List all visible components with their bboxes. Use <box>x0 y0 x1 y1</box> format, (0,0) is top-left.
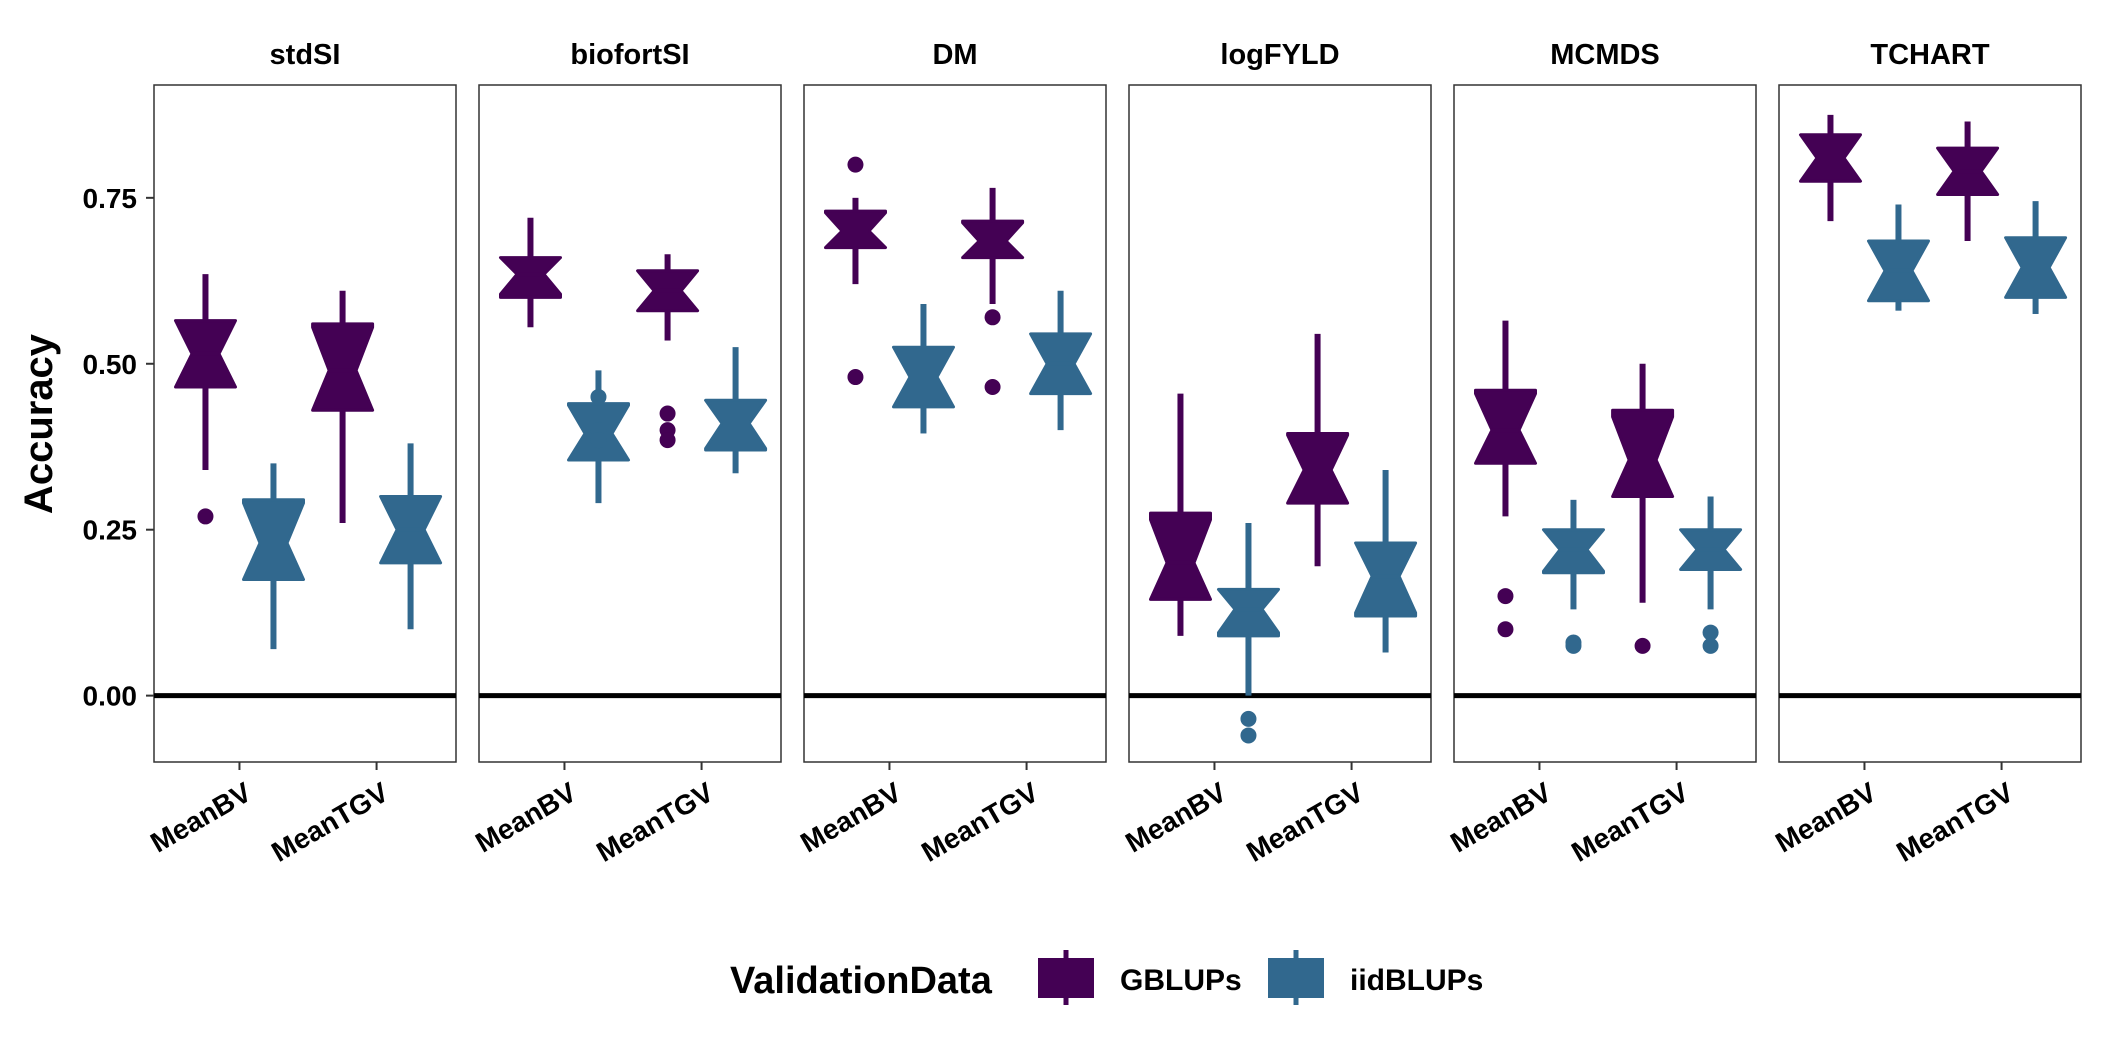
box-meantgv-gblups <box>311 290 375 524</box>
facet-title: logFYLD <box>1220 39 1339 71</box>
x-tick-label: MeanTGV <box>591 776 719 868</box>
box-meanbv-iidblups <box>242 463 305 650</box>
legend-label: GBLUPs <box>1120 964 1242 997</box>
box-meanbv-gblups <box>1149 393 1212 636</box>
box-meanbv-iidblups <box>1542 499 1605 654</box>
facet-panel-dm: DM MeanBV MeanTGV <box>795 39 1107 868</box>
box-body <box>1474 388 1537 465</box>
outlier-point <box>659 432 676 449</box>
outlier-point <box>1240 710 1257 727</box>
box-meanbv-gblups <box>499 217 562 328</box>
box-body <box>499 256 562 299</box>
box-meantgv-iidblups <box>379 443 443 630</box>
facet-panel-stdsi: stdSI MeanBV MeanTGV <box>145 39 457 868</box>
x-tick-label: MeanBV <box>145 776 256 858</box>
box-meantgv-iidblups <box>704 347 768 474</box>
y-tick-label: 0.50 <box>83 349 138 380</box>
legend-label: iidBLUPs <box>1350 964 1483 997</box>
outlier-point <box>1634 637 1651 654</box>
outlier-point <box>984 378 1001 395</box>
panel-border <box>153 84 457 763</box>
outlier-point <box>1497 588 1514 605</box>
outlier-point <box>847 369 864 386</box>
facet-title: DM <box>932 39 977 71</box>
x-tick-label: MeanTGV <box>266 776 394 868</box>
box-meantgv-gblups <box>636 254 700 449</box>
legend-key-gblups <box>1038 950 1094 1005</box>
facet-title: biofortSI <box>570 39 689 71</box>
legend-key-iidblups <box>1268 950 1324 1005</box>
outlier-point <box>847 156 864 173</box>
box-meanbv-gblups <box>174 274 237 525</box>
facet-title: MCMDS <box>1550 39 1660 71</box>
x-tick-label: MeanBV <box>1120 776 1231 858</box>
box-meantgv-iidblups <box>2004 201 2068 314</box>
y-tick-label: 0.75 <box>83 183 138 214</box>
panel-border <box>1128 84 1432 763</box>
outlier-point <box>1702 624 1719 641</box>
y-axis-ticks: 0.00 0.25 0.50 0.75 <box>83 183 154 712</box>
box-body <box>242 498 305 581</box>
x-tick-label: MeanTGV <box>1891 776 2019 868</box>
outlier-point <box>590 432 607 449</box>
outlier-point <box>659 405 676 422</box>
box-meantgv-iidblups <box>1679 496 1743 654</box>
box-meantgv-gblups <box>1936 121 2000 241</box>
box-meanbv-iidblups <box>1217 523 1280 744</box>
outlier-point <box>197 508 214 525</box>
facet-panel-biofortsi: biofortSI MeanBV MeanTGV <box>470 39 782 868</box>
x-tick-label: MeanBV <box>795 776 906 858</box>
box-meantgv-gblups <box>1286 333 1350 567</box>
outlier-point <box>984 309 1001 326</box>
legend-title: ValidationData <box>730 960 993 1002</box>
outlier-point <box>1702 637 1719 654</box>
box-body <box>1354 541 1418 618</box>
facet-panel-mcmds: MCMDS MeanBV MeanTGV <box>1445 39 1757 868</box>
y-tick-label: 0.00 <box>83 681 138 712</box>
box-meanbv-gblups <box>1474 320 1537 638</box>
outlier-point <box>1565 637 1582 654</box>
outlier-point <box>1497 621 1514 638</box>
y-tick-label: 0.25 <box>83 515 138 546</box>
box-meanbv-iidblups <box>1867 204 1930 311</box>
legend: ValidationData GBLUPs iidBLUPs <box>730 950 1483 1005</box>
x-tick-label: MeanTGV <box>1241 776 1369 868</box>
box-meanbv-gblups <box>1799 114 1862 222</box>
box-meantgv-iidblups <box>1354 469 1418 653</box>
panel-border <box>1778 84 2082 763</box>
box-body <box>1217 587 1280 638</box>
x-tick-label: MeanBV <box>470 776 581 858</box>
facet-title: stdSI <box>270 39 341 71</box>
x-tick-label: MeanTGV <box>1566 776 1694 868</box>
box-body <box>311 322 375 412</box>
outlier-point <box>1240 727 1257 744</box>
box-meanbv-iidblups <box>892 304 955 434</box>
box-meantgv-iidblups <box>1029 290 1093 431</box>
box-body <box>1149 511 1212 601</box>
box-body <box>1611 408 1675 498</box>
legend-key-box <box>1268 958 1324 998</box>
x-tick-label: MeanTGV <box>916 776 1044 868</box>
box-meanbv-gblups <box>824 156 887 386</box>
box-meantgv-gblups <box>961 187 1025 395</box>
facet-title: TCHART <box>1870 39 1989 71</box>
x-tick-label: MeanBV <box>1770 776 1881 858</box>
box-meanbv-iidblups <box>567 370 630 504</box>
facet-panel-logfyld: logFYLD MeanBV MeanTGV <box>1120 39 1432 868</box>
x-tick-label: MeanBV <box>1445 776 1556 858</box>
box-meantgv-gblups <box>1611 363 1675 654</box>
outlier-point <box>590 388 607 405</box>
facet-panel-tchart: TCHART MeanBV MeanTGV <box>1770 39 2082 868</box>
y-axis-label: Accuracy <box>17 333 61 514</box>
legend-key-box <box>1038 958 1094 998</box>
